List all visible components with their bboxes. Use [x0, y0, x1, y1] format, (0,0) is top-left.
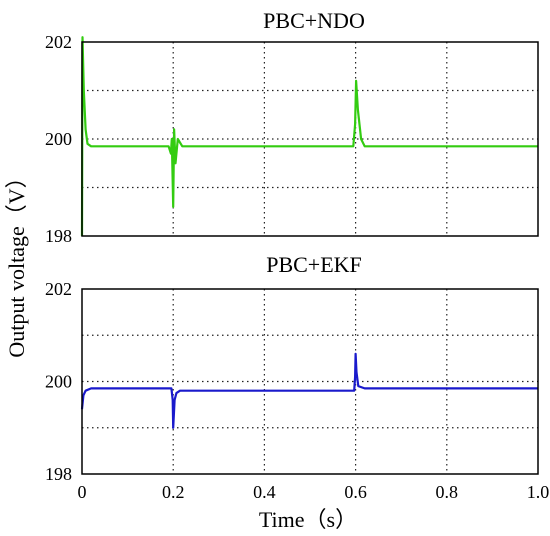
plot-frame-1: [81, 41, 539, 237]
x-tick-label: 0.4: [253, 482, 276, 502]
plot-area-2: [82, 289, 538, 474]
y-tick-label: 200: [45, 372, 72, 392]
series-line-2-1: [80, 352, 538, 429]
y-tick-label: 202: [45, 279, 72, 299]
x-tick-label: 0.8: [436, 482, 459, 502]
y-tick-label: 198: [45, 464, 72, 484]
series-line-1-1: [80, 36, 538, 237]
plot-area-1: [82, 42, 538, 236]
chart-title-2: PBC+EKF: [266, 252, 362, 277]
y-axis-label: Output voltage（V）: [4, 166, 29, 357]
chart-title-1: PBC+NDO: [263, 8, 365, 33]
plot-frame-2: [81, 288, 539, 475]
y-tick-label: 198: [45, 226, 72, 246]
x-tick-label: 0.6: [344, 482, 367, 502]
x-tick-label: 0: [78, 482, 87, 502]
x-tick-label: 0.2: [162, 482, 185, 502]
y-tick-label: 200: [45, 129, 72, 149]
y-tick-label: 202: [45, 32, 72, 52]
x-axis-label: Time（s）: [259, 507, 357, 532]
x-tick-label: 1.0: [527, 482, 550, 502]
